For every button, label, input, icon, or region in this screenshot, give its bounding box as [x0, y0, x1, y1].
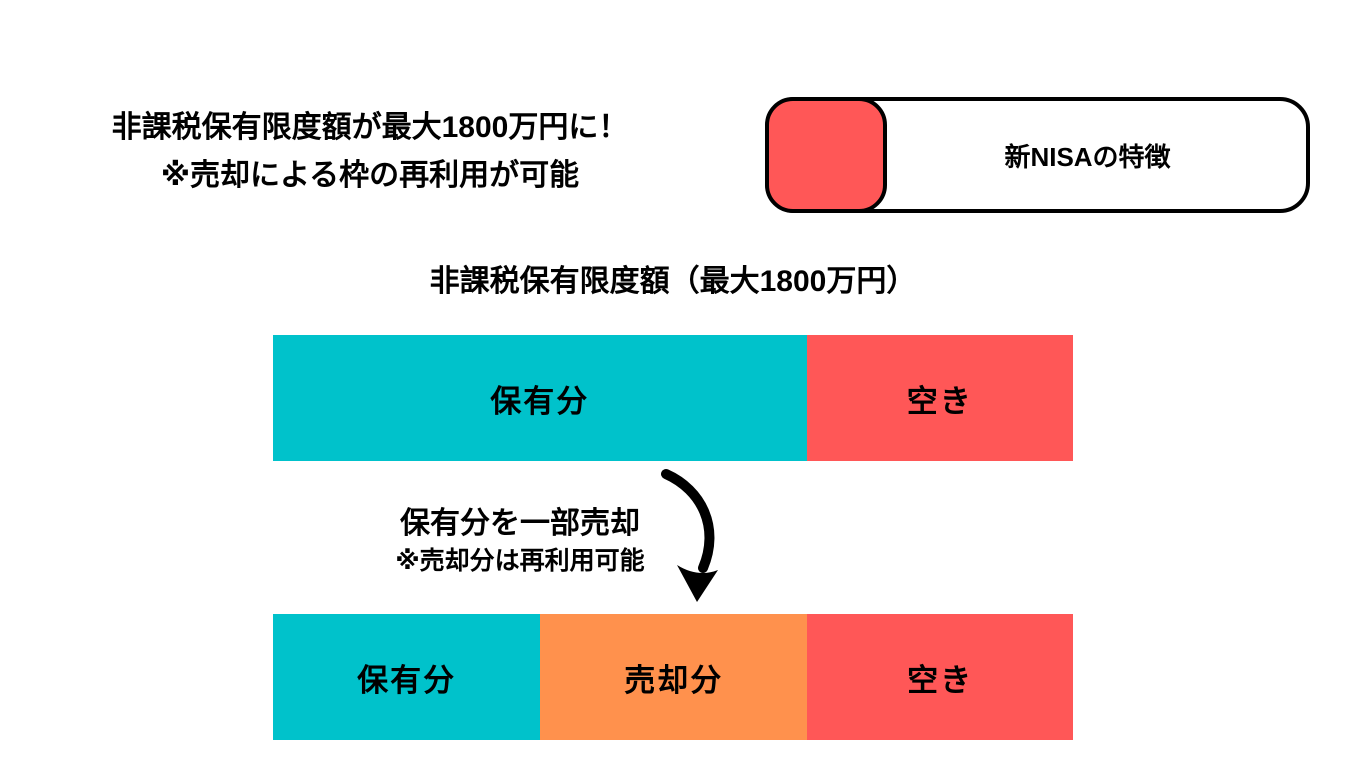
sale-annotation-line-2: ※売却分は再利用可能: [395, 547, 645, 575]
headline: 非課税保有限度額が最大1800万円に！ ※売却による枠の再利用が可能: [70, 104, 670, 200]
badge-color-tab: [765, 97, 887, 213]
headline-line-1: 非課税保有限度額が最大1800万円に！: [111, 111, 629, 144]
segment-holdings-label: 保有分: [490, 383, 590, 419]
segment-sold: 売却分: [540, 614, 808, 740]
segment-holdings: 保有分: [273, 335, 807, 461]
segment-holdings-after: 保有分: [273, 614, 541, 740]
sale-annotation: 保有分を一部売却 ※売却分は再利用可能: [378, 503, 662, 578]
segment-available-after-label: 空き: [907, 662, 974, 698]
sale-annotation-line-1: 保有分を一部売却: [400, 507, 640, 540]
bar-after-sale: 保有分 売却分 空き: [273, 614, 1073, 740]
curved-down-arrow-icon: [661, 469, 718, 602]
segment-available-label: 空き: [906, 383, 973, 419]
title-badge: 新NISAの特徴: [765, 97, 1310, 213]
section-title: 非課税保有限度額（最大1800万円）: [429, 265, 917, 298]
segment-available-after: 空き: [807, 614, 1073, 740]
headline-line-2: ※売却による枠の再利用が可能: [160, 159, 580, 192]
badge-label: 新NISAの特徴: [1004, 141, 1171, 172]
segment-holdings-after-label: 保有分: [357, 662, 457, 698]
segment-sold-label: 売却分: [624, 662, 724, 698]
bar-before-sale: 保有分 空き: [273, 335, 1073, 461]
segment-available: 空き: [806, 335, 1073, 461]
